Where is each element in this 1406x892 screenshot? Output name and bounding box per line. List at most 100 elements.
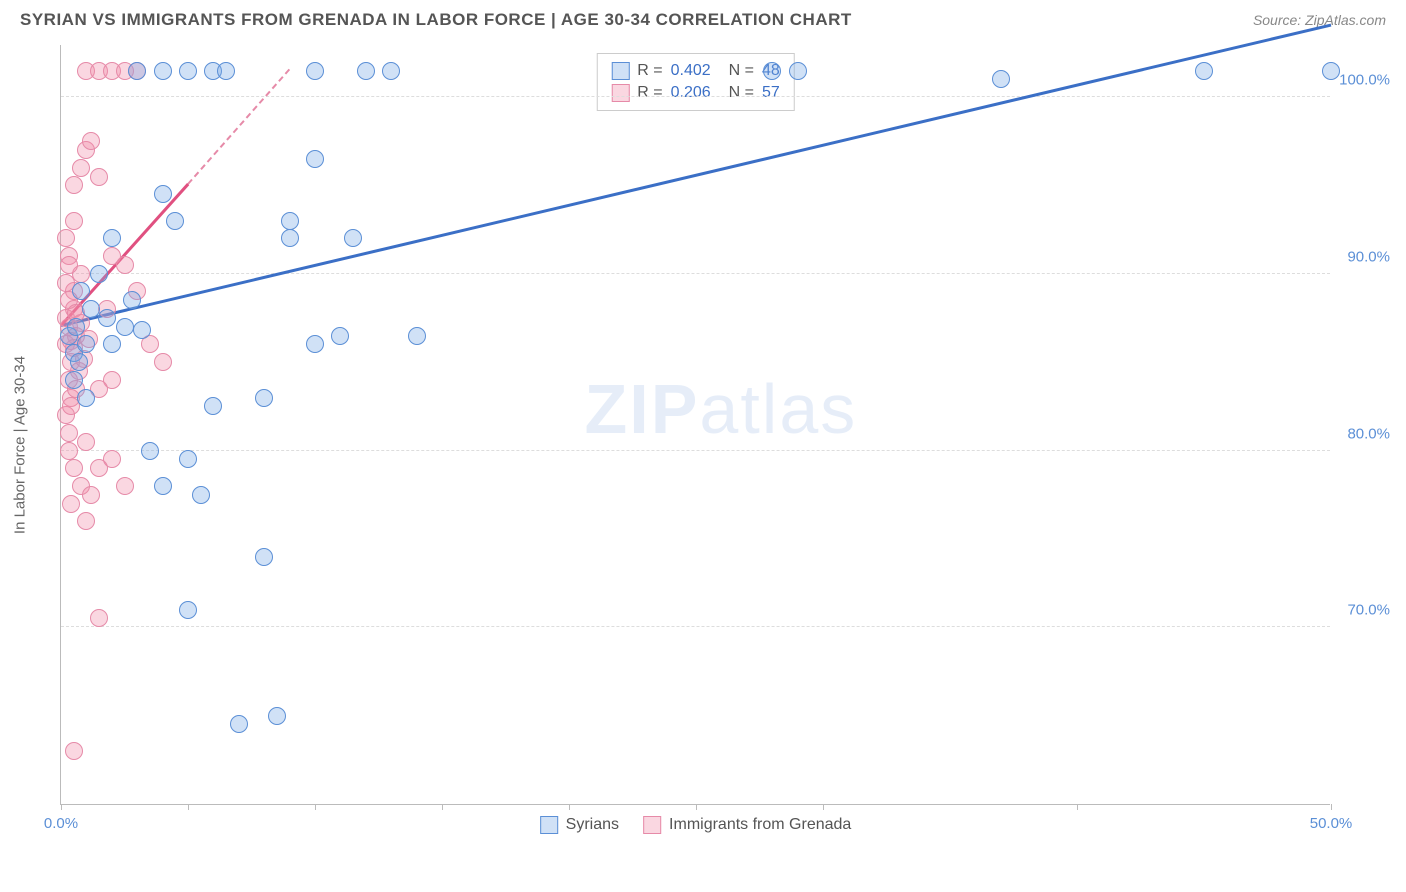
gridline	[61, 626, 1330, 627]
x-tick	[1331, 804, 1332, 810]
scatter-marker	[154, 185, 172, 203]
scatter-marker	[82, 486, 100, 504]
scatter-marker	[128, 62, 146, 80]
scatter-marker	[67, 318, 85, 336]
legend-series-label: Syrians	[566, 816, 619, 834]
r-value: 0.402	[671, 62, 721, 80]
scatter-marker	[77, 512, 95, 530]
scatter-marker	[306, 335, 324, 353]
x-tick	[569, 804, 570, 810]
x-tick-label: 50.0%	[1310, 815, 1353, 832]
y-tick-label: 90.0%	[1347, 248, 1390, 265]
scatter-marker	[90, 265, 108, 283]
legend-swatch	[611, 84, 629, 102]
gridline	[61, 450, 1330, 451]
x-tick	[696, 804, 697, 810]
scatter-marker	[281, 212, 299, 230]
scatter-marker	[116, 477, 134, 495]
scatter-marker	[408, 327, 426, 345]
scatter-marker	[103, 450, 121, 468]
scatter-marker	[116, 256, 134, 274]
watermark-light: atlas	[699, 370, 857, 448]
scatter-marker	[90, 168, 108, 186]
scatter-marker	[65, 176, 83, 194]
legend-swatch	[540, 816, 558, 834]
plot-area: ZIPatlas R =0.402N =48R =0.206N =57 Syri…	[60, 45, 1330, 805]
x-tick	[1077, 804, 1078, 810]
scatter-marker	[65, 371, 83, 389]
scatter-marker	[268, 707, 286, 725]
gridline	[61, 96, 1330, 97]
legend-series-item: Immigrants from Grenada	[643, 816, 851, 834]
legend-series-item: Syrians	[540, 816, 619, 834]
scatter-marker	[77, 335, 95, 353]
x-tick	[61, 804, 62, 810]
scatter-marker	[103, 335, 121, 353]
n-value: 57	[762, 84, 780, 102]
scatter-marker	[123, 291, 141, 309]
chart-title: SYRIAN VS IMMIGRANTS FROM GRENADA IN LAB…	[20, 10, 852, 30]
scatter-marker	[230, 715, 248, 733]
scatter-marker	[217, 62, 235, 80]
legend-swatch	[643, 816, 661, 834]
scatter-marker	[192, 486, 210, 504]
scatter-marker	[65, 459, 83, 477]
scatter-marker	[72, 159, 90, 177]
scatter-marker	[72, 282, 90, 300]
scatter-marker	[60, 424, 78, 442]
scatter-marker	[382, 62, 400, 80]
scatter-marker	[154, 353, 172, 371]
chart-container: In Labor Force | Age 30-34 ZIPatlas R =0…	[50, 45, 1390, 845]
scatter-marker	[306, 150, 324, 168]
scatter-marker	[60, 442, 78, 460]
scatter-marker	[344, 229, 362, 247]
scatter-marker	[116, 318, 134, 336]
scatter-marker	[70, 353, 88, 371]
legend-correlation-row: R = 0.206 N = 57	[611, 82, 779, 104]
scatter-marker	[133, 321, 151, 339]
legend-swatch	[611, 62, 629, 80]
scatter-marker	[255, 389, 273, 407]
x-tick	[315, 804, 316, 810]
x-tick	[442, 804, 443, 810]
scatter-marker	[65, 212, 83, 230]
scatter-marker	[357, 62, 375, 80]
legend-correlation: R =0.402N =48R =0.206N =57	[596, 53, 794, 111]
n-label: N =	[729, 62, 754, 80]
scatter-marker	[281, 229, 299, 247]
scatter-marker	[166, 212, 184, 230]
scatter-marker	[179, 62, 197, 80]
y-tick-label: 70.0%	[1347, 602, 1390, 619]
scatter-marker	[77, 389, 95, 407]
scatter-marker	[1322, 62, 1340, 80]
scatter-marker	[763, 62, 781, 80]
scatter-marker	[789, 62, 807, 80]
x-tick	[823, 804, 824, 810]
scatter-marker	[1195, 62, 1213, 80]
scatter-marker	[60, 256, 78, 274]
scatter-marker	[154, 477, 172, 495]
r-label: R =	[637, 84, 662, 102]
x-tick	[188, 804, 189, 810]
scatter-marker	[57, 229, 75, 247]
scatter-marker	[179, 601, 197, 619]
scatter-marker	[98, 309, 116, 327]
y-tick-label: 100.0%	[1339, 72, 1390, 89]
legend-series-label: Immigrants from Grenada	[669, 816, 851, 834]
gridline	[61, 273, 1330, 274]
scatter-marker	[103, 229, 121, 247]
scatter-marker	[154, 62, 172, 80]
r-value: 0.206	[671, 84, 721, 102]
scatter-marker	[90, 609, 108, 627]
scatter-marker	[179, 450, 197, 468]
scatter-marker	[62, 495, 80, 513]
scatter-marker	[255, 548, 273, 566]
scatter-marker	[82, 132, 100, 150]
scatter-marker	[77, 433, 95, 451]
n-label: N =	[729, 84, 754, 102]
y-axis-label: In Labor Force | Age 30-34	[12, 356, 29, 534]
scatter-marker	[204, 397, 222, 415]
scatter-marker	[306, 62, 324, 80]
scatter-marker	[65, 742, 83, 760]
watermark-bold: ZIP	[584, 370, 699, 448]
